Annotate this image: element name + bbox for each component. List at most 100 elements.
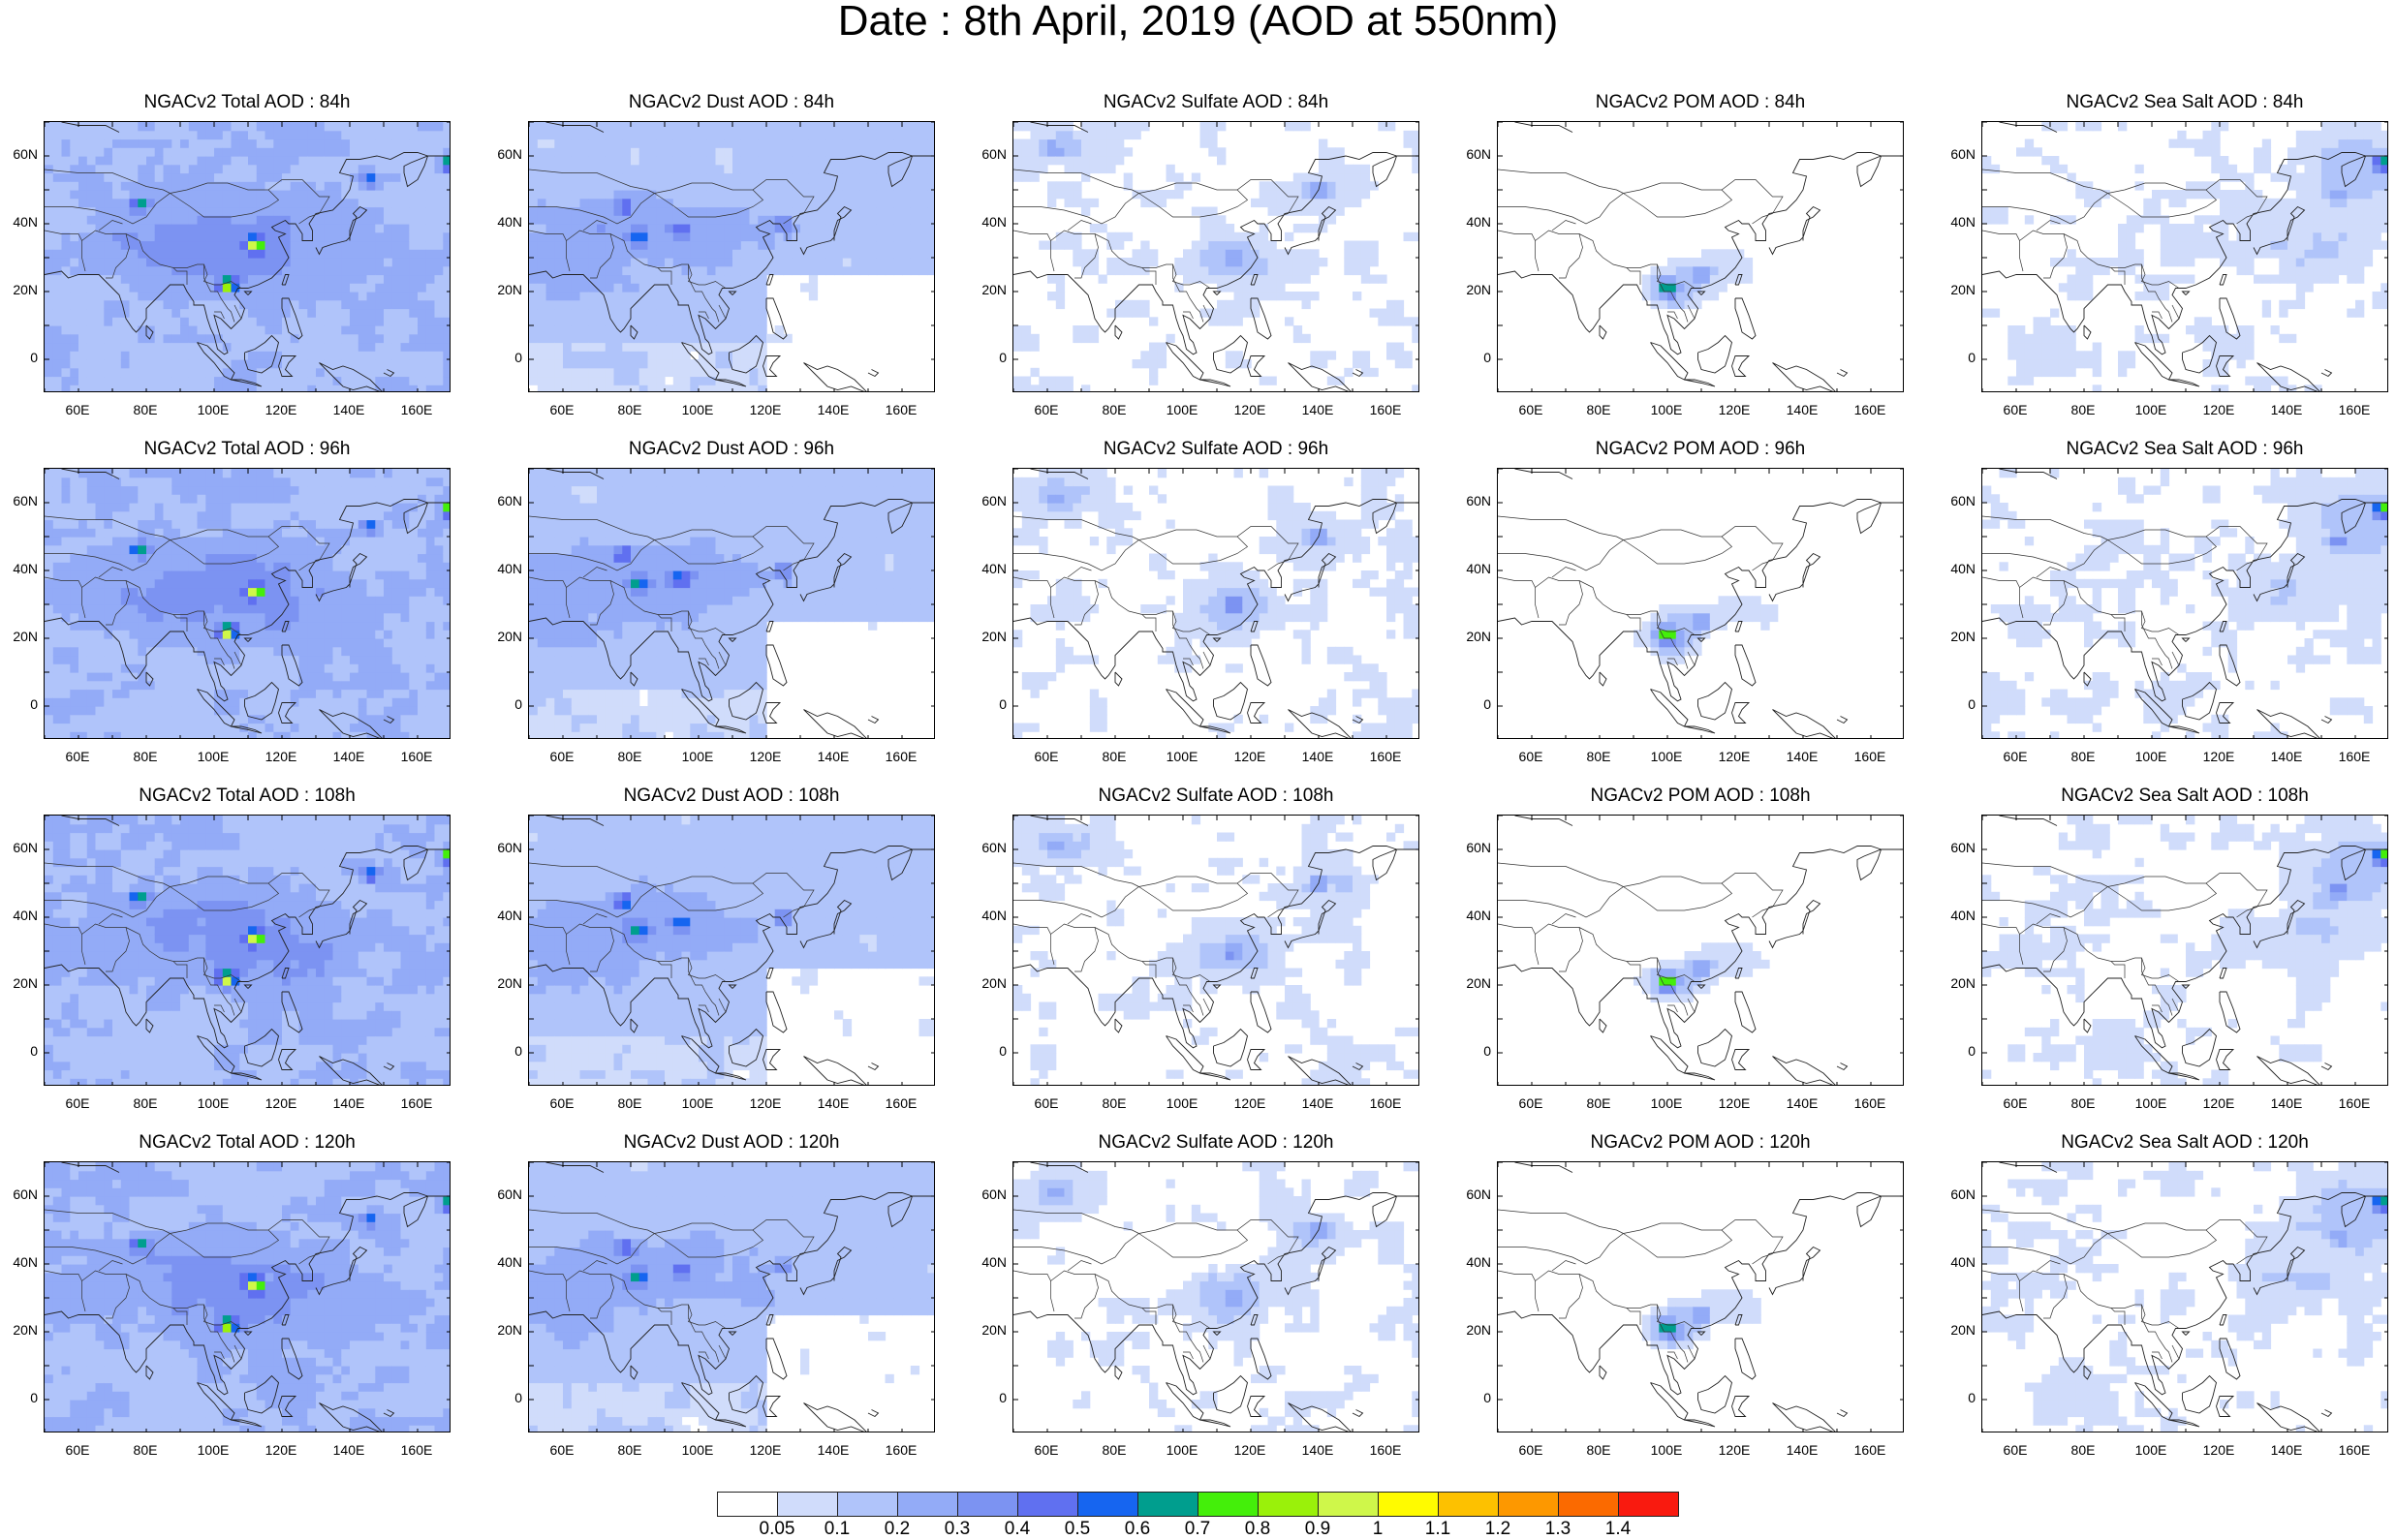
- coastline: [1167, 343, 1204, 381]
- lon-tick-label: 160E: [392, 1442, 441, 1458]
- country-border: [2172, 652, 2179, 665]
- colorbar-label: 0.4: [988, 1519, 1046, 1540]
- coastline: [2220, 1315, 2226, 1326]
- colorbar-label: 0.3: [928, 1519, 986, 1540]
- lon-tick-label: 80E: [121, 1442, 170, 1458]
- aod-field: [45, 1162, 451, 1432]
- lon-tick-label: 60E: [1507, 1442, 1555, 1458]
- country-border: [1627, 268, 1640, 286]
- panel-title: NGACv2 Dust AOD : 84h: [528, 92, 935, 113]
- aod-field: [529, 816, 935, 1086]
- country-border: [1627, 962, 1640, 979]
- lat-tick-label: 40N: [1937, 214, 1976, 230]
- lat-tick-label: 60N: [1937, 493, 1976, 508]
- lon-tick-label: 140E: [1778, 749, 1826, 764]
- coastline: [766, 969, 773, 979]
- lon-tick-label: 60E: [53, 749, 102, 764]
- lon-tick-label: 80E: [1090, 1095, 1138, 1111]
- lon-tick-label: 120E: [2194, 1442, 2243, 1458]
- lon-tick-label: 160E: [2330, 749, 2379, 764]
- panel-title: NGACv2 Sulfate AOD : 120h: [1012, 1132, 1419, 1154]
- lon-tick-label: 80E: [1574, 1095, 1623, 1111]
- lat-tick-label: 60N: [0, 1186, 38, 1202]
- coastline: [1685, 726, 1716, 733]
- lat-tick-label: 60N: [968, 493, 1007, 508]
- coastline: [1685, 380, 1716, 386]
- aod-field: [1013, 469, 1419, 739]
- aod-map-panel: [1497, 1161, 1904, 1432]
- lat-tick-label: 40N: [0, 908, 38, 923]
- lat-tick-label: 0: [1452, 1390, 1491, 1405]
- lat-tick-label: 20N: [0, 975, 38, 991]
- lat-tick-label: 60N: [0, 493, 38, 508]
- lon-tick-label: 120E: [1226, 402, 1274, 417]
- panel-title: NGACv2 Total AOD : 108h: [44, 785, 451, 807]
- country-border: [1498, 527, 1783, 571]
- coastline: [1685, 1420, 1716, 1427]
- lon-tick-label: 100E: [2127, 749, 2175, 764]
- coastline: [1769, 207, 1820, 255]
- lat-tick-label: 40N: [1452, 214, 1491, 230]
- colorbar-label: 1.4: [1589, 1519, 1647, 1540]
- lat-tick-label: 60N: [1452, 493, 1491, 508]
- coastline: [1115, 672, 1122, 686]
- aod-map-panel: [1497, 815, 1904, 1086]
- lon-tick-label: 120E: [741, 1095, 790, 1111]
- aod-field: [1498, 816, 1904, 1086]
- aod-field: [1982, 122, 2388, 392]
- coastline: [1698, 683, 1732, 721]
- coastline: [868, 717, 879, 724]
- lat-tick-label: 0: [968, 696, 1007, 712]
- coastline: [766, 645, 787, 686]
- aod-map-panel: [1981, 468, 2388, 739]
- colorbar-swatch: [1077, 1492, 1138, 1517]
- coastline: [1735, 992, 1756, 1032]
- country-border: [2111, 962, 2125, 979]
- aod-map-panel: [1012, 1161, 1419, 1432]
- aod-map-panel: [528, 1161, 935, 1432]
- country-border: [1142, 615, 1156, 632]
- coastline: [1498, 500, 1904, 701]
- coastline: [2169, 726, 2200, 733]
- colorbar-label: 0.2: [868, 1519, 926, 1540]
- coastline: [1651, 1036, 1689, 1074]
- lon-tick-label: 60E: [53, 402, 102, 417]
- coastline: [1251, 992, 1271, 1032]
- country-border: [1498, 180, 1783, 225]
- lon-tick-label: 140E: [2262, 1095, 2311, 1111]
- coastline: [804, 1057, 869, 1087]
- coastline: [1600, 1019, 1606, 1032]
- lat-tick-label: 0: [968, 1043, 1007, 1059]
- lon-tick-label: 60E: [1507, 402, 1555, 417]
- lon-tick-label: 80E: [1574, 749, 1623, 764]
- lat-tick-label: 0: [1452, 696, 1491, 712]
- lat-tick-label: 40N: [1452, 1254, 1491, 1270]
- lat-tick-label: 20N: [483, 282, 522, 297]
- lat-tick-label: 40N: [1937, 561, 1976, 576]
- coastline: [2321, 1063, 2332, 1070]
- country-border: [1552, 914, 1576, 925]
- lat-tick-label: 40N: [1452, 561, 1491, 576]
- aod-field: [1013, 122, 1419, 392]
- coastline: [868, 370, 879, 377]
- lat-tick-label: 40N: [0, 214, 38, 230]
- country-border: [1051, 1271, 1099, 1318]
- aod-field: [45, 816, 451, 1086]
- coastline: [2000, 816, 2058, 826]
- coastline: [1115, 1019, 1122, 1032]
- lon-tick-label: 160E: [877, 1095, 925, 1111]
- coastline: [2183, 292, 2190, 295]
- coastline: [1773, 710, 1838, 740]
- lon-tick-label: 100E: [673, 749, 722, 764]
- lat-tick-label: 0: [1937, 1390, 1976, 1405]
- panel-title: NGACv2 Dust AOD : 108h: [528, 785, 935, 807]
- colorbar-swatch: [1378, 1492, 1439, 1517]
- country-border: [1498, 169, 1624, 194]
- lat-tick-label: 20N: [1937, 282, 1976, 297]
- lat-tick-label: 40N: [1452, 908, 1491, 923]
- lon-tick-label: 60E: [538, 1442, 586, 1458]
- country-border: [1552, 1261, 1576, 1272]
- coastline: [766, 1339, 787, 1379]
- lon-tick-label: 100E: [1642, 402, 1691, 417]
- coastline: [868, 1410, 879, 1417]
